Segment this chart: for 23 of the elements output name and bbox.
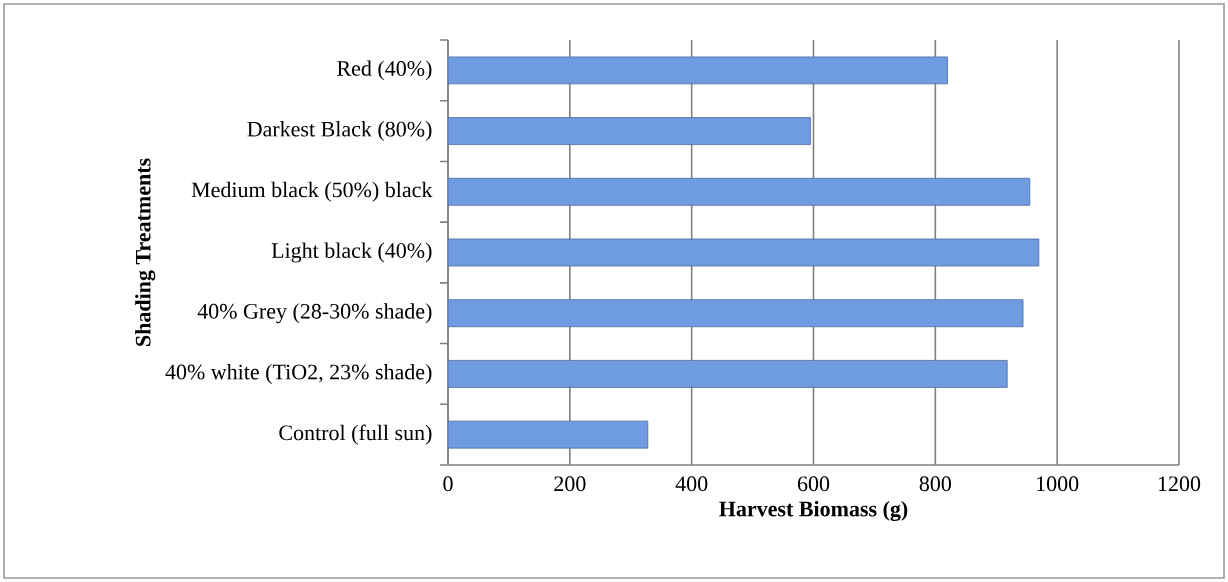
x-tick-label: 600 [797, 476, 830, 492]
bar [448, 360, 1008, 388]
y-tick-label: Control (full sun) [279, 424, 432, 445]
y-tick-label: 40% Grey (28-30% shade) [197, 303, 432, 324]
y-tick-label: Red (40%) [337, 60, 432, 81]
x-tick-label: 1200 [1158, 476, 1201, 492]
y-tick-label: Light black (40%) [271, 242, 432, 263]
x-tick-label: 200 [554, 476, 586, 492]
bar [448, 56, 948, 85]
y-tick-label: 40% white (TiO2, 23% shade) [165, 363, 432, 384]
y-tick-label: Darkest Black (80%) [247, 121, 432, 142]
y-axis-title: Shading Treatments [135, 158, 156, 346]
x-tick-label: 1000 [1037, 476, 1079, 492]
bar [448, 117, 811, 145]
x-axis-title: Harvest Biomass (g) [719, 500, 908, 522]
x-tick-label: 0 [443, 476, 453, 492]
x-tick-label: 400 [675, 476, 708, 492]
bar [448, 238, 1040, 267]
y-tick-label: Medium black (50%) black [191, 181, 433, 202]
bar [448, 299, 1024, 328]
bar [448, 420, 649, 449]
bar [448, 177, 1031, 206]
x-tick-label: 800 [919, 476, 951, 492]
